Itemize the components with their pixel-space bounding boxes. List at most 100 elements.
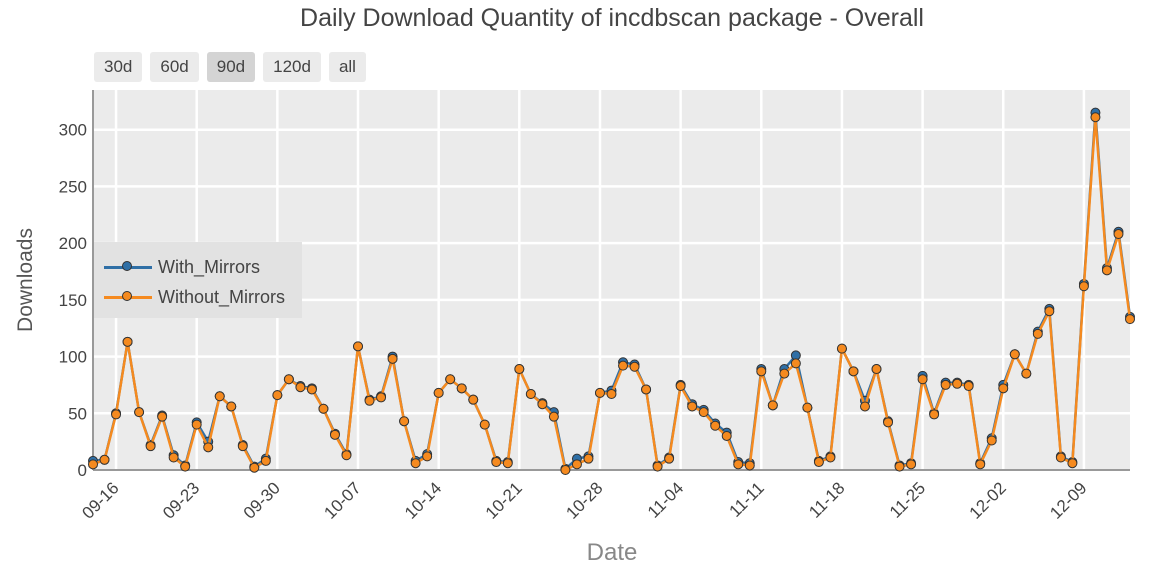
data-point-without-mirrors bbox=[1055, 452, 1066, 463]
data-point-without-mirrors bbox=[410, 458, 421, 469]
data-point-without-mirrors bbox=[99, 454, 110, 465]
data-point-without-mirrors bbox=[606, 389, 617, 399]
legend-swatch-with-mirrors bbox=[104, 260, 152, 274]
data-point-without-mirrors bbox=[998, 383, 1009, 394]
data-point-without-mirrors bbox=[203, 442, 214, 453]
y-tick-label: 150 bbox=[59, 291, 87, 310]
data-point-without-mirrors bbox=[641, 384, 652, 395]
data-point-without-mirrors bbox=[491, 457, 502, 468]
data-point-without-mirrors bbox=[145, 441, 156, 452]
data-point-without-mirrors bbox=[560, 465, 571, 475]
x-tick-label: 10-07 bbox=[320, 478, 364, 522]
legend-item-with-mirrors[interactable]: With_Mirrors bbox=[104, 252, 302, 282]
legend-item-without-mirrors[interactable]: Without_Mirrors bbox=[104, 282, 302, 312]
data-point-without-mirrors bbox=[468, 394, 479, 405]
data-point-without-mirrors bbox=[341, 450, 352, 461]
data-point-without-mirrors bbox=[456, 383, 467, 394]
y-tick-label: 200 bbox=[59, 234, 87, 253]
legend[interactable]: With_Mirrors Without_Mirrors bbox=[94, 242, 302, 318]
x-tick-label: 11-04 bbox=[644, 478, 687, 521]
data-point-without-mirrors bbox=[134, 407, 145, 418]
y-tick-label: 50 bbox=[68, 404, 87, 423]
data-point-without-mirrors bbox=[191, 419, 202, 430]
data-point-without-mirrors bbox=[1032, 328, 1043, 339]
data-point-without-mirrors bbox=[629, 361, 640, 372]
range-button-90d[interactable]: 90d bbox=[206, 52, 256, 82]
data-point-without-mirrors bbox=[1067, 458, 1078, 469]
data-point-without-mirrors bbox=[571, 459, 582, 470]
data-point-without-mirrors bbox=[698, 407, 709, 418]
data-point-without-mirrors bbox=[871, 364, 882, 375]
x-tick-label: 12-02 bbox=[966, 478, 1010, 522]
x-axis-title: Date bbox=[586, 539, 638, 566]
range-button-all[interactable]: all bbox=[328, 52, 366, 82]
data-point-without-mirrors bbox=[1090, 112, 1101, 123]
data-point-without-mirrors bbox=[295, 382, 306, 393]
legend-label-without-mirrors: Without_Mirrors bbox=[158, 286, 286, 307]
data-point-without-mirrors bbox=[710, 420, 721, 431]
data-point-without-mirrors bbox=[479, 419, 490, 430]
x-tick-label: 11-18 bbox=[805, 478, 848, 521]
data-point-without-mirrors bbox=[364, 395, 375, 406]
data-point-without-mirrors bbox=[237, 441, 248, 452]
data-point-without-mirrors bbox=[963, 381, 974, 392]
data-point-without-mirrors bbox=[618, 360, 629, 371]
data-point-without-mirrors bbox=[744, 460, 755, 471]
range-button-60d[interactable]: 60d bbox=[150, 52, 199, 82]
data-point-without-mirrors bbox=[1009, 349, 1020, 360]
chart-title: Daily Download Quantity of incdbscan pac… bbox=[300, 4, 924, 32]
data-point-without-mirrors bbox=[594, 387, 605, 398]
data-point-without-mirrors bbox=[675, 381, 686, 392]
y-tick-label: 300 bbox=[59, 121, 87, 140]
data-point-without-mirrors bbox=[111, 409, 122, 420]
data-point-without-mirrors bbox=[652, 461, 663, 472]
data-point-without-mirrors bbox=[157, 411, 168, 422]
data-point-without-mirrors bbox=[537, 399, 548, 410]
data-point-without-mirrors bbox=[1113, 229, 1124, 240]
data-point-without-mirrors bbox=[952, 378, 963, 389]
data-point-without-mirrors bbox=[387, 353, 398, 364]
y-axis-title: Downloads bbox=[14, 228, 37, 332]
x-tick-label: 10-28 bbox=[562, 478, 606, 522]
data-point-without-mirrors bbox=[329, 429, 340, 440]
data-point-without-mirrors bbox=[917, 374, 928, 385]
data-point-without-mirrors bbox=[929, 409, 940, 420]
data-point-without-mirrors bbox=[283, 374, 294, 385]
data-point-without-mirrors bbox=[721, 430, 732, 441]
legend-label-with-mirrors: With_Mirrors bbox=[158, 256, 260, 277]
data-point-without-mirrors bbox=[422, 451, 433, 462]
data-point-without-mirrors bbox=[940, 379, 951, 390]
data-point-without-mirrors bbox=[583, 453, 594, 464]
data-point-without-mirrors bbox=[894, 461, 905, 472]
data-point-without-mirrors bbox=[214, 391, 225, 402]
range-button-120d[interactable]: 120d bbox=[263, 52, 321, 82]
data-point-without-mirrors bbox=[249, 462, 260, 473]
data-point-without-mirrors bbox=[906, 459, 917, 470]
data-point-without-mirrors bbox=[802, 402, 813, 413]
data-point-without-mirrors bbox=[756, 366, 767, 377]
data-point-without-mirrors bbox=[813, 457, 824, 468]
data-point-without-mirrors bbox=[664, 453, 675, 464]
data-point-without-mirrors bbox=[525, 389, 536, 399]
range-selector: 30d 60d 90d 120d all bbox=[94, 52, 366, 82]
x-tick-label: 11-11 bbox=[725, 478, 767, 520]
y-tick-label: 250 bbox=[59, 177, 87, 196]
x-tick-label: 09-23 bbox=[159, 478, 203, 522]
data-point-without-mirrors bbox=[790, 358, 801, 369]
data-point-without-mirrors bbox=[502, 458, 513, 469]
data-point-without-mirrors bbox=[353, 341, 364, 352]
data-point-without-mirrors bbox=[180, 461, 191, 472]
data-point-without-mirrors bbox=[848, 366, 859, 377]
data-point-without-mirrors bbox=[1125, 314, 1135, 325]
range-button-30d[interactable]: 30d bbox=[94, 52, 143, 82]
data-point-without-mirrors bbox=[1101, 265, 1112, 276]
data-point-without-mirrors bbox=[859, 401, 870, 412]
data-point-without-mirrors bbox=[306, 384, 317, 395]
data-point-without-mirrors bbox=[836, 343, 847, 354]
data-point-without-mirrors bbox=[825, 452, 836, 463]
y-tick-label: 0 bbox=[78, 461, 87, 480]
data-point-without-mirrors bbox=[1044, 306, 1055, 317]
data-point-without-mirrors bbox=[168, 452, 179, 463]
data-point-without-mirrors bbox=[883, 417, 894, 428]
data-point-without-mirrors bbox=[779, 368, 790, 379]
